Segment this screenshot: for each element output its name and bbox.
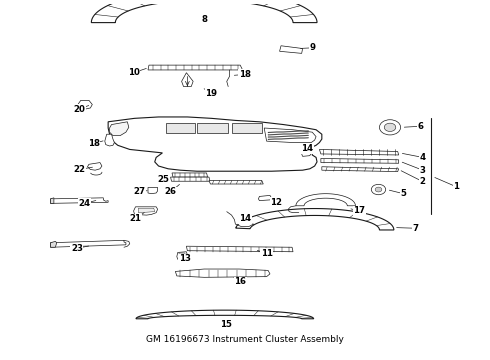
Text: 22: 22 (74, 165, 85, 174)
Polygon shape (177, 252, 187, 259)
Text: 15: 15 (220, 320, 232, 329)
Text: 11: 11 (261, 249, 272, 258)
Text: 18: 18 (88, 139, 100, 148)
Text: 23: 23 (71, 244, 83, 253)
Polygon shape (268, 138, 308, 140)
Polygon shape (148, 65, 243, 70)
Polygon shape (197, 123, 228, 133)
Text: 26: 26 (165, 188, 176, 197)
Polygon shape (280, 46, 303, 53)
Polygon shape (88, 163, 102, 170)
Circle shape (379, 120, 401, 135)
Text: 21: 21 (129, 214, 142, 223)
Polygon shape (302, 149, 311, 156)
Polygon shape (78, 100, 92, 109)
Polygon shape (91, 0, 317, 23)
Polygon shape (172, 173, 208, 177)
Text: 25: 25 (157, 175, 170, 184)
Polygon shape (50, 198, 108, 203)
Polygon shape (50, 241, 57, 247)
Polygon shape (232, 123, 262, 133)
Circle shape (371, 184, 386, 195)
Polygon shape (138, 208, 155, 213)
Text: 27: 27 (133, 188, 146, 197)
Polygon shape (236, 208, 394, 230)
Text: 7: 7 (413, 224, 418, 233)
Text: 17: 17 (353, 207, 366, 215)
Polygon shape (134, 207, 158, 215)
Polygon shape (264, 128, 316, 143)
Text: 13: 13 (179, 254, 191, 263)
Polygon shape (268, 133, 308, 135)
Polygon shape (182, 73, 193, 86)
Text: 5: 5 (400, 189, 406, 198)
Polygon shape (175, 269, 270, 277)
Polygon shape (321, 158, 399, 163)
Polygon shape (166, 123, 195, 133)
Text: 8: 8 (201, 15, 207, 24)
Text: 9: 9 (309, 43, 315, 52)
Text: 4: 4 (419, 153, 426, 162)
Polygon shape (296, 194, 355, 206)
Polygon shape (209, 181, 263, 184)
Polygon shape (50, 240, 126, 247)
Polygon shape (50, 198, 54, 203)
Text: GM 16196673 Instrument Cluster Assembly: GM 16196673 Instrument Cluster Assembly (146, 335, 344, 344)
Polygon shape (171, 177, 210, 181)
Polygon shape (268, 135, 308, 138)
Text: 16: 16 (234, 277, 246, 286)
Polygon shape (110, 122, 129, 136)
Text: 12: 12 (270, 198, 282, 207)
Polygon shape (179, 253, 185, 258)
Text: 2: 2 (419, 177, 426, 186)
Text: 6: 6 (417, 122, 423, 131)
Polygon shape (186, 246, 293, 252)
Text: 20: 20 (74, 104, 85, 113)
Polygon shape (268, 130, 308, 133)
Polygon shape (105, 134, 114, 146)
Text: 10: 10 (128, 68, 140, 77)
Text: 19: 19 (205, 89, 218, 98)
Polygon shape (148, 188, 158, 194)
Polygon shape (108, 117, 322, 171)
Circle shape (384, 123, 396, 131)
Polygon shape (319, 149, 399, 155)
Text: 14: 14 (239, 214, 251, 223)
Text: 14: 14 (301, 144, 314, 153)
Polygon shape (136, 310, 314, 319)
Polygon shape (258, 195, 271, 201)
Polygon shape (322, 167, 399, 172)
Text: 24: 24 (78, 199, 90, 208)
Text: 3: 3 (419, 166, 426, 175)
Circle shape (375, 187, 382, 192)
Text: 18: 18 (239, 70, 251, 79)
Text: 1: 1 (453, 182, 459, 191)
